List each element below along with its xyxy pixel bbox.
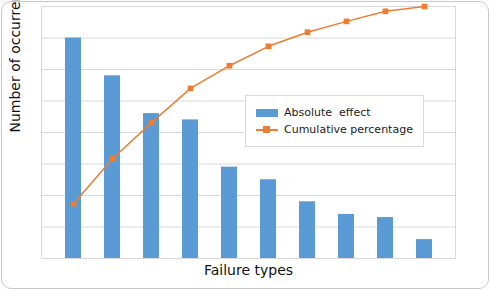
svg-text:Number of occurrences: Number of occurrences	[7, 0, 23, 133]
html-text:Absolute effect: Absolute effect	[284, 106, 371, 119]
html-text:Cumulative percentage: Cumulative percentage	[284, 123, 413, 136]
svg-text:Failure types: Failure types	[204, 262, 293, 278]
